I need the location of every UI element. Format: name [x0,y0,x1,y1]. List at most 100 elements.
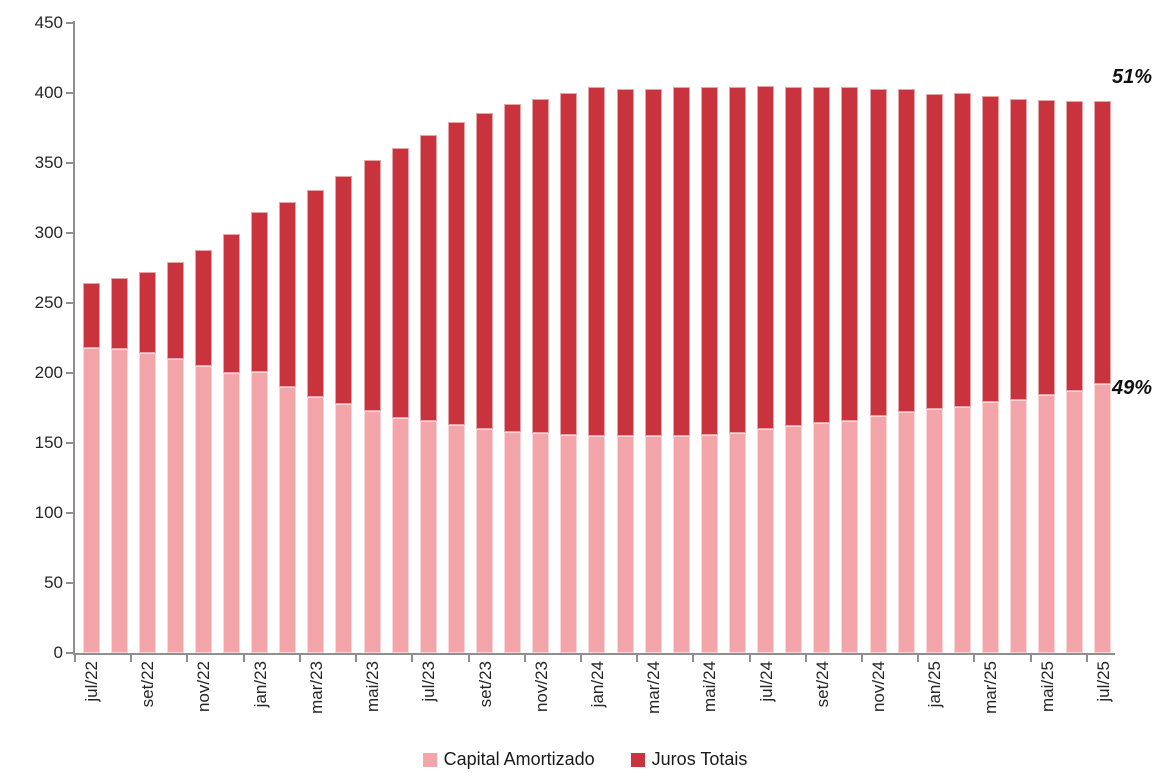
bar-capital-segment [419,420,437,653]
x-axis-tick [523,655,526,662]
bar-capital-segment [82,347,100,653]
y-axis-tick [66,652,73,654]
x-axis-tick-label: jan/24 [587,661,607,708]
legend-swatch-capital-icon [422,752,437,767]
y-axis-tick-label: 0 [53,643,63,662]
x-axis-tick [917,655,920,662]
bar-capital-segment [194,366,212,653]
y-axis-tick [66,372,73,374]
bar-capital-segment [729,433,746,653]
bar-capital-segment [672,436,690,653]
legend-label-juros: Juros Totais [651,749,748,769]
bar-juros-segment [223,234,241,373]
bar-juros-segment [110,277,128,350]
bar-capital-segment [1066,391,1084,653]
y-axis-tick-label: 250 [34,293,63,312]
x-axis-tick-label: nov/24 [869,661,889,713]
bar-capital-segment [785,426,803,653]
bar-juros-segment [757,86,775,429]
x-axis-tick [804,655,807,662]
legend-item-juros: Juros Totais [630,749,748,770]
y-axis-tick-label: 200 [34,363,63,382]
bar-juros-segment [504,104,522,432]
bar-capital-segment [616,436,634,653]
y-axis [73,21,75,655]
bar-capital-segment [1094,384,1112,653]
x-axis [73,653,1115,655]
y-axis-tick [66,302,73,304]
x-axis-tick [973,655,976,662]
bar-capital-segment [813,423,831,653]
x-axis-tick-label: mai/25 [1037,661,1057,713]
bar-capital-segment [476,429,494,653]
x-axis-tick-label: set/22 [138,661,158,708]
y-axis-tick [66,162,73,164]
bar-juros-segment [251,212,269,372]
legend-label-capital: Capital Amortizado [443,749,595,769]
x-axis-tick-label: mar/24 [644,661,664,714]
bar-juros-segment [1010,98,1028,400]
bar-capital-segment [279,387,297,653]
x-axis-tick [467,655,470,662]
bar-juros-segment [1038,100,1056,396]
x-axis-tick [748,655,751,662]
y-axis-tick [66,512,73,514]
x-axis-tick-label: mar/25 [981,661,1001,714]
y-axis-tick-label: 350 [34,153,63,172]
x-axis-tick-label: jul/23 [419,661,439,702]
x-axis-tick [1029,655,1032,662]
bar-juros-segment [841,87,859,421]
bar-juros-segment [279,202,297,387]
x-axis-tick-label: set/24 [812,661,832,708]
bar-capital-segment [560,434,578,653]
bar-juros-segment [476,112,494,429]
x-axis-tick [355,655,358,662]
x-axis-tick-label: jan/25 [925,661,945,708]
x-axis-tick-label: mai/24 [700,661,720,713]
bar-juros-segment [869,88,887,417]
bar-juros-segment [672,87,690,436]
x-axis-tick [1085,655,1088,662]
bar-capital-segment [841,420,859,653]
x-axis-tick-label: jul/22 [82,661,102,702]
bar-capital-segment [504,431,522,653]
bar-capital-segment [644,436,662,653]
bar-juros-segment [1094,101,1112,385]
bar-juros-segment [785,87,803,427]
y-axis-tick-label: 450 [34,13,63,32]
x-axis-tick [74,655,76,662]
bar-capital-segment [391,417,409,653]
bar-capital-segment [925,409,943,653]
bar-capital-segment [700,434,718,653]
bar-juros-segment [897,88,915,413]
bar-capital-segment [869,416,887,653]
bar-juros-segment [194,249,212,366]
x-axis-tick [242,655,245,662]
bar-capital-segment [897,412,915,653]
bar-capital-segment [588,436,606,653]
bar-juros-segment [166,262,184,359]
bar-capital-segment [335,403,353,653]
x-axis-tick-label: mai/23 [363,661,383,713]
y-axis-tick-label: 400 [34,83,63,102]
x-axis-tick [411,655,414,662]
y-axis-tick [66,582,73,584]
bar-juros-segment [335,175,353,404]
bar-capital-segment [138,353,156,653]
x-axis-tick [692,655,695,662]
bar-juros-segment [953,93,971,407]
bar-capital-segment [1010,399,1028,653]
bar-capital-segment [447,424,465,653]
y-axis-tick [66,92,73,94]
legend-swatch-juros-icon [630,752,645,767]
capital-percent-label: 49% [1112,377,1153,399]
x-axis-tick-label: jan/23 [250,661,270,708]
x-axis-tick-label: nov/22 [194,661,214,713]
bar-capital-segment [223,373,241,653]
bar-juros-segment [813,87,831,424]
bar-juros-segment [729,87,746,434]
bar-capital-segment [307,396,325,653]
bar-capital-segment [110,349,128,653]
